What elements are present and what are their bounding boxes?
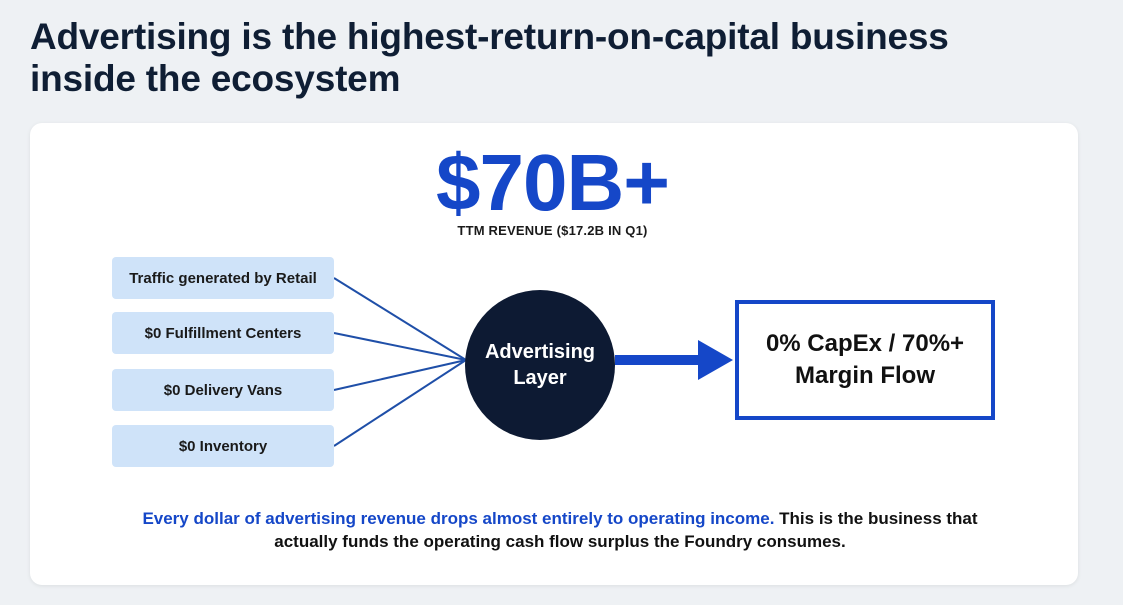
footer-highlight: Every dollar of advertising revenue drop…: [142, 509, 775, 528]
footer-rest: This is the business that actually funds…: [274, 509, 978, 551]
input-vans-label: $0 Delivery Vans: [163, 381, 283, 399]
slide-title: Advertising is the highest-return-on-cap…: [30, 16, 949, 99]
input-inventory-label: $0 Inventory: [178, 437, 268, 455]
input-delivery-vans: $0 Delivery Vans: [112, 369, 334, 411]
revenue-figure: $70B+: [436, 138, 670, 227]
input-traffic: Traffic generated by Retail: [112, 257, 334, 299]
connector-inventory: [333, 359, 467, 447]
connector-vans: [333, 359, 467, 391]
footer-text: Every dollar of advertising revenue drop…: [110, 507, 1010, 553]
input-fulfillment-label: $0 Fulfillment Centers: [144, 324, 302, 342]
arrow-head-icon: [698, 340, 733, 380]
connector-fulfillment: [333, 332, 467, 361]
advertising-layer-node: Advertising Layer: [465, 290, 615, 440]
input-traffic-label: Traffic generated by Retail: [129, 269, 317, 287]
revenue-caption: TTM REVENUE ($17.2B IN Q1): [457, 223, 648, 238]
hub-label: Advertising Layer: [484, 341, 596, 389]
outcome-label: 0% CapEx / 70%+ Margin Flow: [765, 330, 965, 389]
input-inventory: $0 Inventory: [112, 425, 334, 467]
input-fulfillment-centers: $0 Fulfillment Centers: [112, 312, 334, 354]
connector-traffic: [333, 277, 467, 361]
outcome-box: 0% CapEx / 70%+ Margin Flow: [735, 300, 995, 420]
